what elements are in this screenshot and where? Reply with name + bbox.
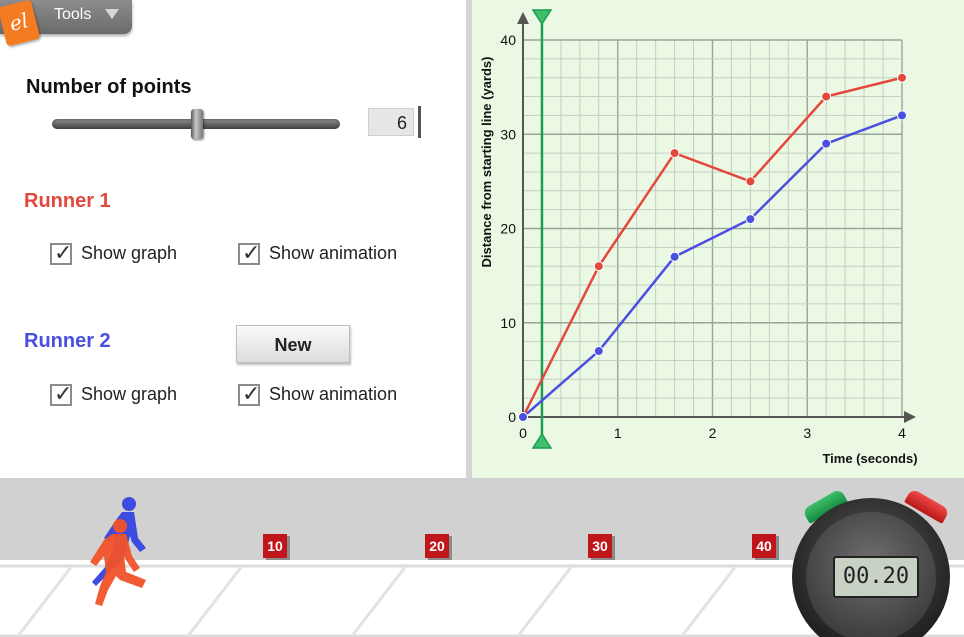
runner-figures <box>90 497 146 606</box>
chart-series <box>518 72 907 422</box>
time-cursor-top-handle[interactable] <box>531 9 553 26</box>
checkmark-icon: ✓ <box>54 240 73 265</box>
runner-1-show-animation-checkbox[interactable]: ✓ <box>238 240 260 265</box>
runner-2-show-animation-label: Show animation <box>269 384 398 404</box>
y-tick-label: 0 <box>508 409 516 425</box>
runner-1-figure <box>90 519 146 606</box>
checkmark-icon: ✓ <box>54 381 73 406</box>
distance-marker-40: 40 <box>752 534 776 558</box>
number-of-points-label: Number of points <box>26 76 192 98</box>
x-tick-label: 2 <box>709 425 717 441</box>
series-line-runner-1 <box>521 76 903 418</box>
x-tick-label: 4 <box>898 425 906 441</box>
y-axis-arrow <box>517 12 529 24</box>
runner-1-title: Runner 1 <box>24 190 111 212</box>
distance-marker-30: 30 <box>588 534 612 558</box>
slider-thumb[interactable] <box>191 109 203 139</box>
runner-1-show-animation-label: Show animation <box>269 243 398 263</box>
data-point-runner-2 <box>669 251 680 262</box>
data-point-runner-1 <box>593 261 604 272</box>
y-axis-label: Distance from starting line (yards) <box>479 57 494 268</box>
data-point-runner-1 <box>669 148 680 159</box>
chart-axes <box>517 12 916 423</box>
distance-marker-20: 20 <box>425 534 449 558</box>
runner-2-show-graph-checkbox[interactable]: ✓ <box>50 381 72 406</box>
tools-menu[interactable]: el Tools <box>0 0 132 47</box>
runner-1-show-graph-label: Show graph <box>81 243 178 263</box>
distance-marker-10: 10 <box>263 534 287 558</box>
data-point-runner-2 <box>897 110 907 121</box>
tools-label: Tools <box>54 6 92 23</box>
number-of-points-field[interactable]: 6 <box>368 108 414 136</box>
data-point-runner-2 <box>821 138 832 149</box>
data-point-runner-1 <box>897 72 907 83</box>
explorelearning-logo: el <box>0 0 41 47</box>
data-point-runner-2 <box>593 346 604 357</box>
y-tick-label: 30 <box>500 126 516 142</box>
time-cursor-bottom-handle[interactable] <box>531 432 553 449</box>
runner-2-show-graph-label: Show graph <box>81 384 178 404</box>
chart-grid <box>522 39 903 418</box>
x-tick-label: 0 <box>519 425 527 441</box>
data-point-runner-1 <box>745 176 756 187</box>
x-axis-arrow <box>904 411 916 423</box>
data-point-runner-1 <box>821 91 832 102</box>
runner-2-show-animation-checkbox[interactable]: ✓ <box>238 381 260 406</box>
checkmark-icon: ✓ <box>242 381 261 406</box>
x-tick-label: 3 <box>803 425 811 441</box>
chevron-down-icon <box>105 9 119 19</box>
panel-divider <box>466 0 472 478</box>
graph-panel: 0 1 2 3 4 0 10 20 30 40 Time (seconds) Distance f… <box>472 0 964 478</box>
data-point-runner-2 <box>745 214 756 225</box>
time-cursor[interactable] <box>531 9 553 449</box>
series-line-runner-2 <box>522 114 903 418</box>
runner-2-title: Runner 2 <box>24 330 111 352</box>
y-tick-label: 10 <box>500 315 516 331</box>
controls-panel: el Tools Number of points 6 Runner 1 ✓ S… <box>0 0 466 478</box>
text-cursor <box>418 106 421 138</box>
x-tick-label: 1 <box>614 425 622 441</box>
checkmark-icon: ✓ <box>242 240 261 265</box>
data-point-runner-2 <box>518 412 528 422</box>
stopwatch-display: 00.20 <box>833 556 919 598</box>
runner-1-show-graph-checkbox[interactable]: ✓ <box>50 240 72 265</box>
x-axis-label: Time (seconds) <box>822 451 917 466</box>
new-button[interactable]: New <box>236 325 350 363</box>
y-tick-label: 40 <box>500 32 516 48</box>
y-tick-label: 20 <box>500 221 516 237</box>
